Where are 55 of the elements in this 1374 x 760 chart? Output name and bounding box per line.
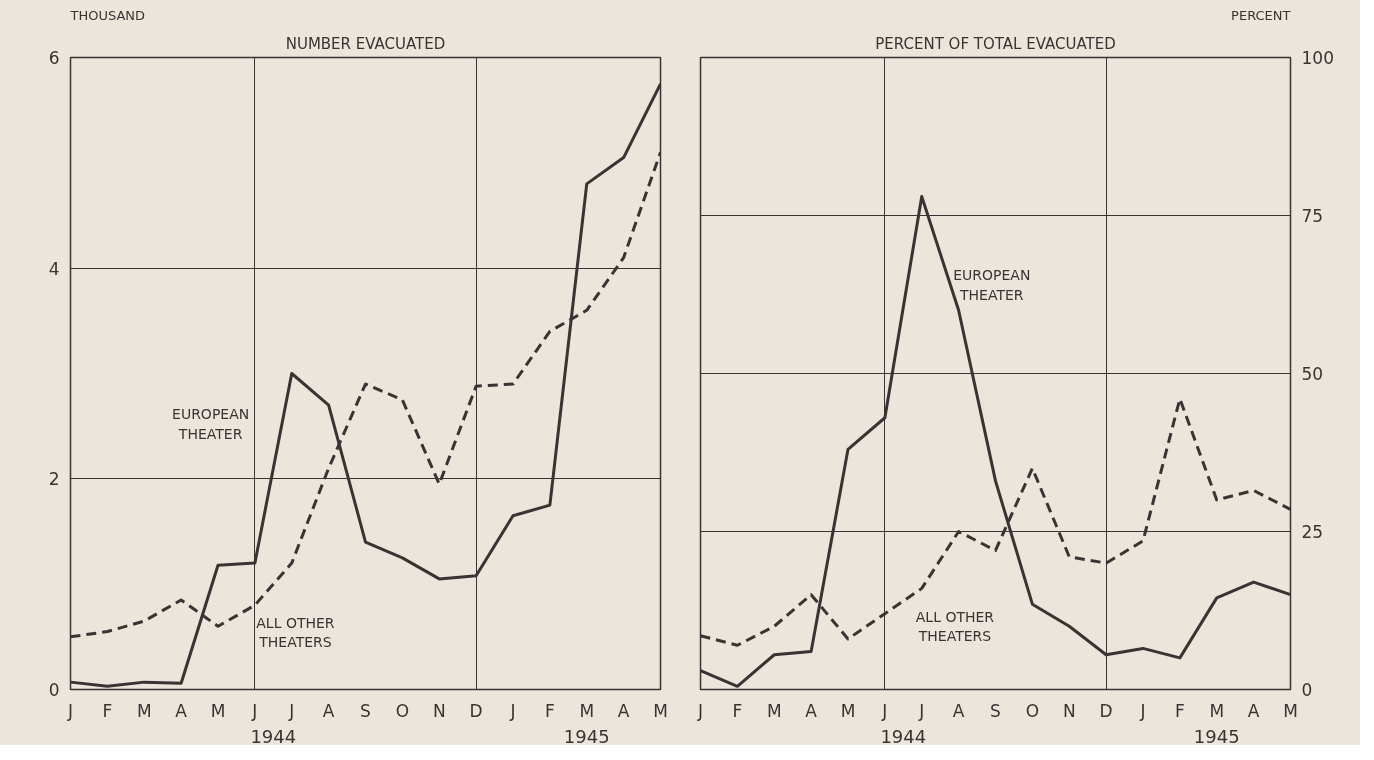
text: 1945	[1193, 725, 1240, 747]
x-tick-label: F	[1174, 700, 1185, 721]
y-tick-label: 100	[1301, 48, 1334, 68]
x-tick-label: S	[360, 700, 371, 721]
x-tick-label: F	[544, 700, 555, 721]
x-tick-label: J	[288, 700, 295, 721]
x-tick-label: N	[1062, 700, 1076, 721]
x-tick-label: J	[251, 700, 258, 721]
x-tick-label: M	[840, 700, 856, 721]
y-axis-title: THOUSAND	[69, 7, 146, 23]
x-tick-label: F	[732, 700, 743, 721]
x-tick-label: N	[432, 700, 446, 721]
y-tick-label: 25	[1301, 522, 1324, 542]
text: EUROPEAN THEATER	[172, 406, 250, 442]
x-tick-label: M	[210, 700, 226, 721]
y-tick-label: 6	[48, 48, 60, 68]
y-tick-label: 0	[48, 680, 60, 700]
y-tick-label: 0	[1301, 680, 1313, 700]
x-tick-label: J	[509, 700, 516, 721]
x-tick-label: M	[136, 700, 152, 721]
x-tick-label: M	[653, 700, 668, 721]
x-tick-label: M	[579, 700, 595, 721]
x-tick-label: J	[1139, 700, 1146, 721]
chart-title: NUMBER EVACUATED	[285, 34, 446, 53]
x-tick-label: S	[990, 700, 1001, 721]
x-tick-label: J	[918, 700, 925, 721]
x-tick-label: D	[1099, 700, 1113, 721]
x-tick-label: M	[1283, 700, 1298, 721]
chart-title: PERCENT OF TOTAL EVACUATED	[875, 34, 1116, 53]
text: 1944	[250, 725, 297, 747]
text: 1944	[880, 725, 927, 747]
y-axis-title: PERCENT	[1231, 7, 1291, 23]
y-tick-label: 50	[1301, 364, 1324, 384]
x-tick-label: A	[805, 700, 818, 721]
x-tick-label: M	[1209, 700, 1225, 721]
y-tick-label: 2	[48, 469, 60, 490]
x-tick-label: F	[102, 700, 113, 721]
y-tick-label: 4	[48, 258, 60, 279]
series-label: ALL OTHER THEATERS	[915, 608, 995, 644]
x-tick-label: A	[1247, 700, 1260, 721]
x-tick-label: D	[469, 700, 483, 721]
x-tick-label: J	[66, 700, 74, 721]
x-tick-label: A	[322, 700, 335, 721]
x-tick-label: J	[881, 700, 888, 721]
x-tick-label: A	[617, 700, 630, 721]
x-tick-label: O	[395, 700, 410, 721]
series-label: ALL OTHER THEATERS	[256, 615, 335, 651]
x-tick-label: O	[1025, 700, 1040, 721]
series-label: EUROPEAN THEATER	[953, 267, 1031, 303]
y-tick-label: 75	[1301, 206, 1324, 226]
x-tick-label: A	[952, 700, 965, 721]
text: 1945	[563, 725, 610, 747]
x-tick-label: M	[766, 700, 782, 721]
x-tick-label: A	[175, 700, 188, 721]
x-tick-label: J	[696, 700, 704, 721]
